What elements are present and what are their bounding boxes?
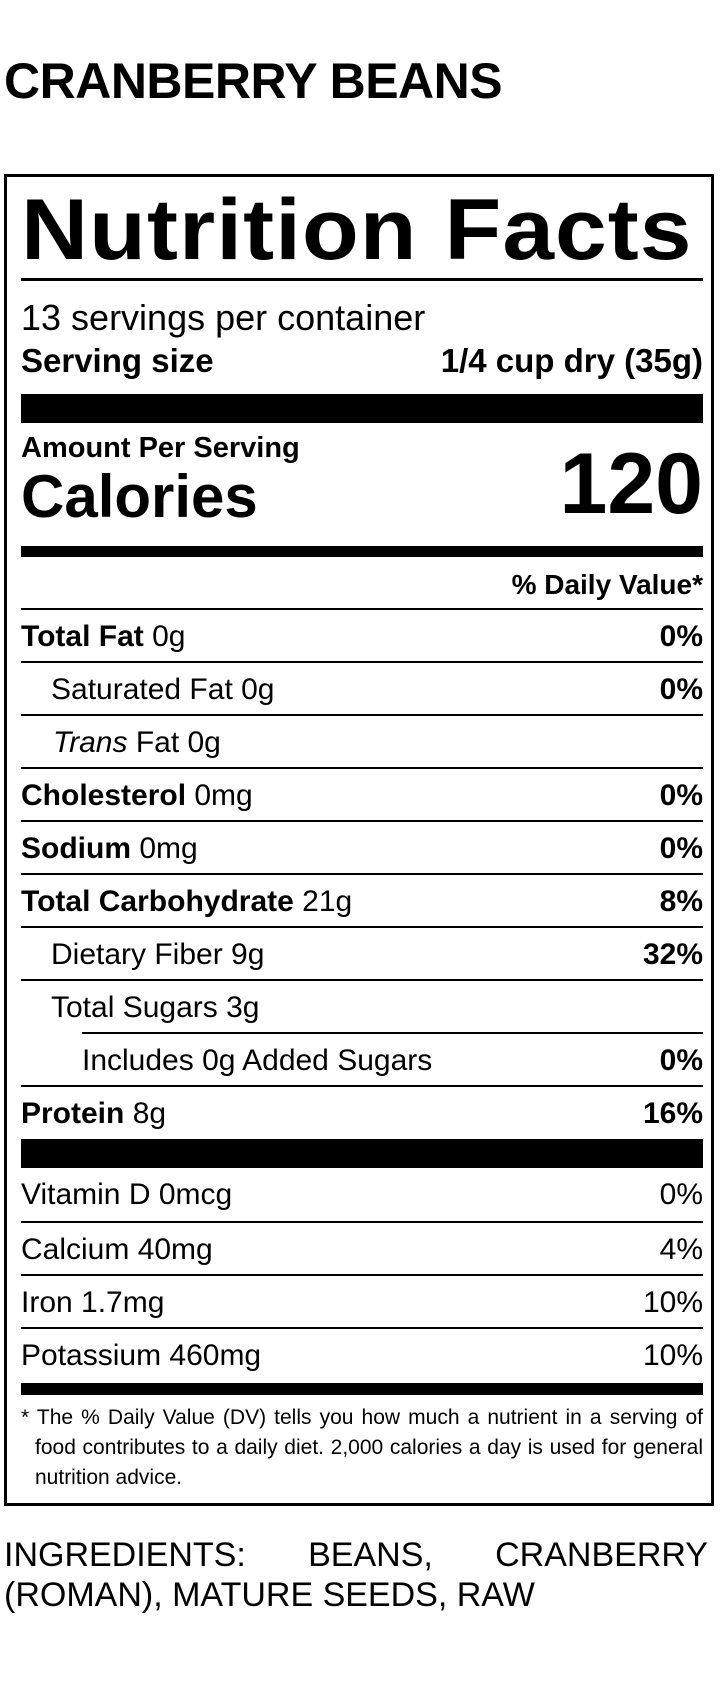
vitamin-row: Calcium 40mg 4% — [21, 1221, 703, 1276]
servings-per-container: 13 servings per container — [21, 297, 426, 338]
nutrient-row-added-sugars: Includes 0g Added Sugars 0% — [82, 1032, 703, 1087]
nutrient-name: Saturated Fat 0g — [51, 673, 275, 706]
calories-label: Calories — [21, 463, 258, 530]
vitamin-name: Iron 1.7mg — [21, 1286, 165, 1319]
vitamin-dv: 4% — [659, 1233, 703, 1266]
nutrient-name: Total Sugars 3g — [51, 991, 260, 1024]
thick-divider — [21, 394, 703, 423]
nutrient-name: Total Carbohydrate — [21, 885, 294, 918]
vitamin-row: Iron 1.7mg 10% — [21, 1274, 703, 1329]
vitamin-name: Potassium 460mg — [21, 1339, 262, 1372]
vitamin-row: Vitamin D 0mcg 0% — [21, 1168, 703, 1221]
footnote: * The % Daily Value (DV) tells you how m… — [21, 1406, 703, 1489]
vitamin-row: Potassium 460mg 10% — [21, 1327, 703, 1382]
thick-divider — [21, 1139, 703, 1168]
nutrient-dv: 0% — [659, 1044, 703, 1077]
medium-divider — [21, 546, 703, 557]
nutrient-row-sodium: Sodium 0mg 0% — [21, 820, 703, 875]
nutrient-dv: 32% — [642, 938, 703, 971]
vitamin-dv: 0% — [659, 1178, 703, 1211]
serving-size-value: 1/4 cup dry (35g) — [440, 342, 703, 379]
daily-value-header: % Daily Value* — [511, 569, 703, 600]
nutrient-row-dietary-fiber: Dietary Fiber 9g 32% — [21, 926, 703, 981]
nutrient-amount: 0g — [152, 620, 186, 653]
nutrient-row-cholesterol: Cholesterol 0mg 0% — [21, 767, 703, 822]
nutrient-row-total-sugars: Total Sugars 3g — [21, 979, 703, 1034]
nutrition-facts-panel: Nutrition Facts 13 servings per containe… — [4, 174, 714, 1506]
ingredients: INGREDIENTS: BEANS, CRANBERRY (ROMAN), M… — [4, 1536, 708, 1614]
nutrient-amount: 0mg — [139, 832, 198, 865]
nutrient-name: Fat 0g — [135, 726, 221, 759]
nutrient-dv: 0% — [659, 832, 703, 865]
nutrient-row-protein: Protein 8g 16% — [21, 1085, 703, 1140]
divider — [21, 278, 703, 281]
nutrient-name: Dietary Fiber 9g — [51, 938, 265, 971]
nutrient-name: Cholesterol — [21, 779, 187, 812]
serving-size-label: Serving size — [21, 342, 214, 379]
vitamin-name: Vitamin D 0mcg — [21, 1178, 233, 1211]
nutrient-name-italic: Trans — [53, 726, 128, 759]
nutrient-dv: 0% — [659, 779, 703, 812]
nutrient-dv: 0% — [659, 673, 703, 706]
nutrient-row-total-carbohydrate: Total Carbohydrate 21g 8% — [21, 873, 703, 928]
vitamin-dv: 10% — [642, 1339, 703, 1372]
nutrient-amount: 8g — [132, 1097, 167, 1130]
nutrient-name: Includes 0g Added Sugars — [82, 1044, 433, 1077]
vitamin-name: Calcium 40mg — [21, 1233, 213, 1266]
nutrient-dv: 16% — [642, 1097, 703, 1130]
nutrient-dv: 0% — [659, 620, 703, 653]
nutrient-row-total-fat: Total Fat 0g 0% — [21, 608, 703, 663]
nutrient-row-saturated-fat: Saturated Fat 0g 0% — [21, 661, 703, 716]
nutrient-row-trans-fat: Trans Fat 0g — [21, 714, 703, 769]
product-name: CRANBERRY BEANS — [4, 53, 503, 109]
nutrient-amount: 21g — [302, 885, 353, 918]
vitamin-dv: 10% — [642, 1286, 703, 1319]
amount-per-serving: Amount Per Serving — [21, 432, 300, 464]
nutrient-name: Total Fat — [21, 620, 144, 653]
nutrition-facts-heading: Nutrition Facts — [21, 182, 693, 278]
medium-divider — [21, 1383, 703, 1395]
calories-value: 120 — [559, 436, 704, 532]
nutrient-name: Protein — [21, 1097, 125, 1130]
nutrient-dv: 8% — [659, 885, 703, 918]
nutrient-amount: 0mg — [194, 779, 253, 812]
nutrient-name: Sodium — [21, 832, 131, 865]
